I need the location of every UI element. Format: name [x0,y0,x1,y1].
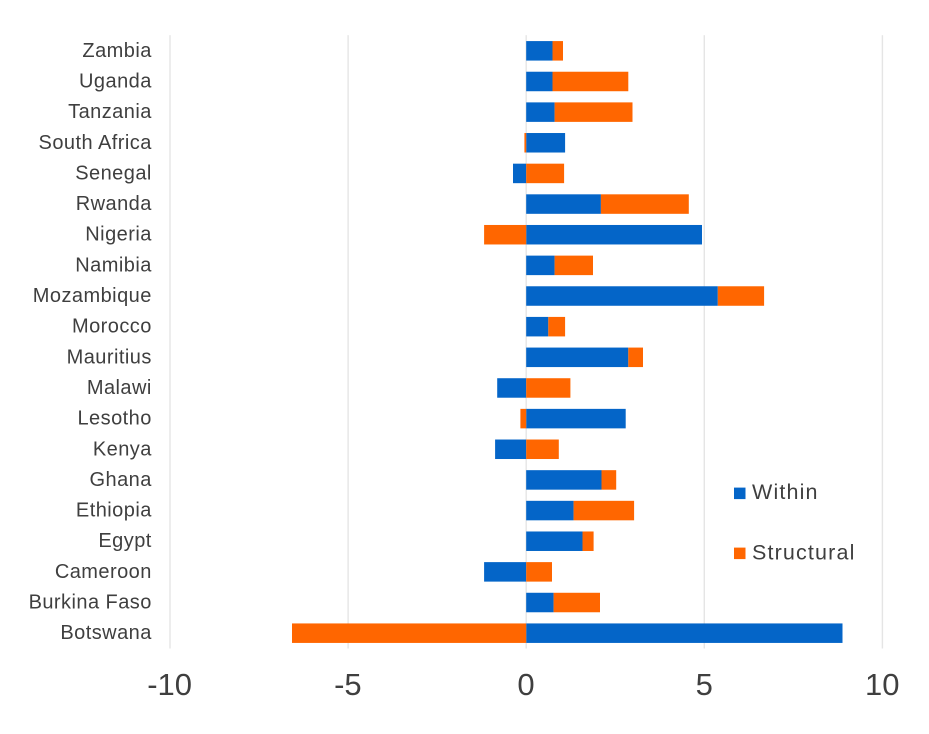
svg-text:Senegal: Senegal [75,162,152,184]
svg-text:-10: -10 [147,667,192,702]
svg-text:10: 10 [865,667,899,702]
svg-text:Rwanda: Rwanda [76,193,153,215]
svg-text:Ghana: Ghana [89,469,152,491]
svg-text:Malawi: Malawi [87,377,152,399]
svg-text:-5: -5 [334,667,362,702]
svg-text:5: 5 [696,667,713,702]
svg-text:Structural: Structural [752,540,856,564]
svg-text:Namibia: Namibia [75,254,152,276]
svg-text:Cameroon: Cameroon [55,561,152,583]
svg-text:Ethiopia: Ethiopia [76,500,152,522]
svg-text:Zambia: Zambia [82,40,152,62]
svg-text:Lesotho: Lesotho [77,408,151,430]
svg-text:Within: Within [752,480,819,504]
svg-text:Uganda: Uganda [79,70,152,92]
svg-text:Kenya: Kenya [93,438,152,460]
svg-text:Burkina Faso: Burkina Faso [29,592,152,614]
svg-text:Mozambique: Mozambique [33,285,152,307]
svg-text:Tanzania: Tanzania [68,101,152,123]
svg-text:South Africa: South Africa [39,132,153,154]
svg-text:Botswana: Botswana [60,622,152,644]
svg-text:Nigeria: Nigeria [85,224,152,246]
svg-text:Egypt: Egypt [98,530,151,552]
svg-text:0: 0 [517,667,534,702]
svg-text:Mauritius: Mauritius [67,346,152,368]
svg-text:Morocco: Morocco [72,316,152,338]
